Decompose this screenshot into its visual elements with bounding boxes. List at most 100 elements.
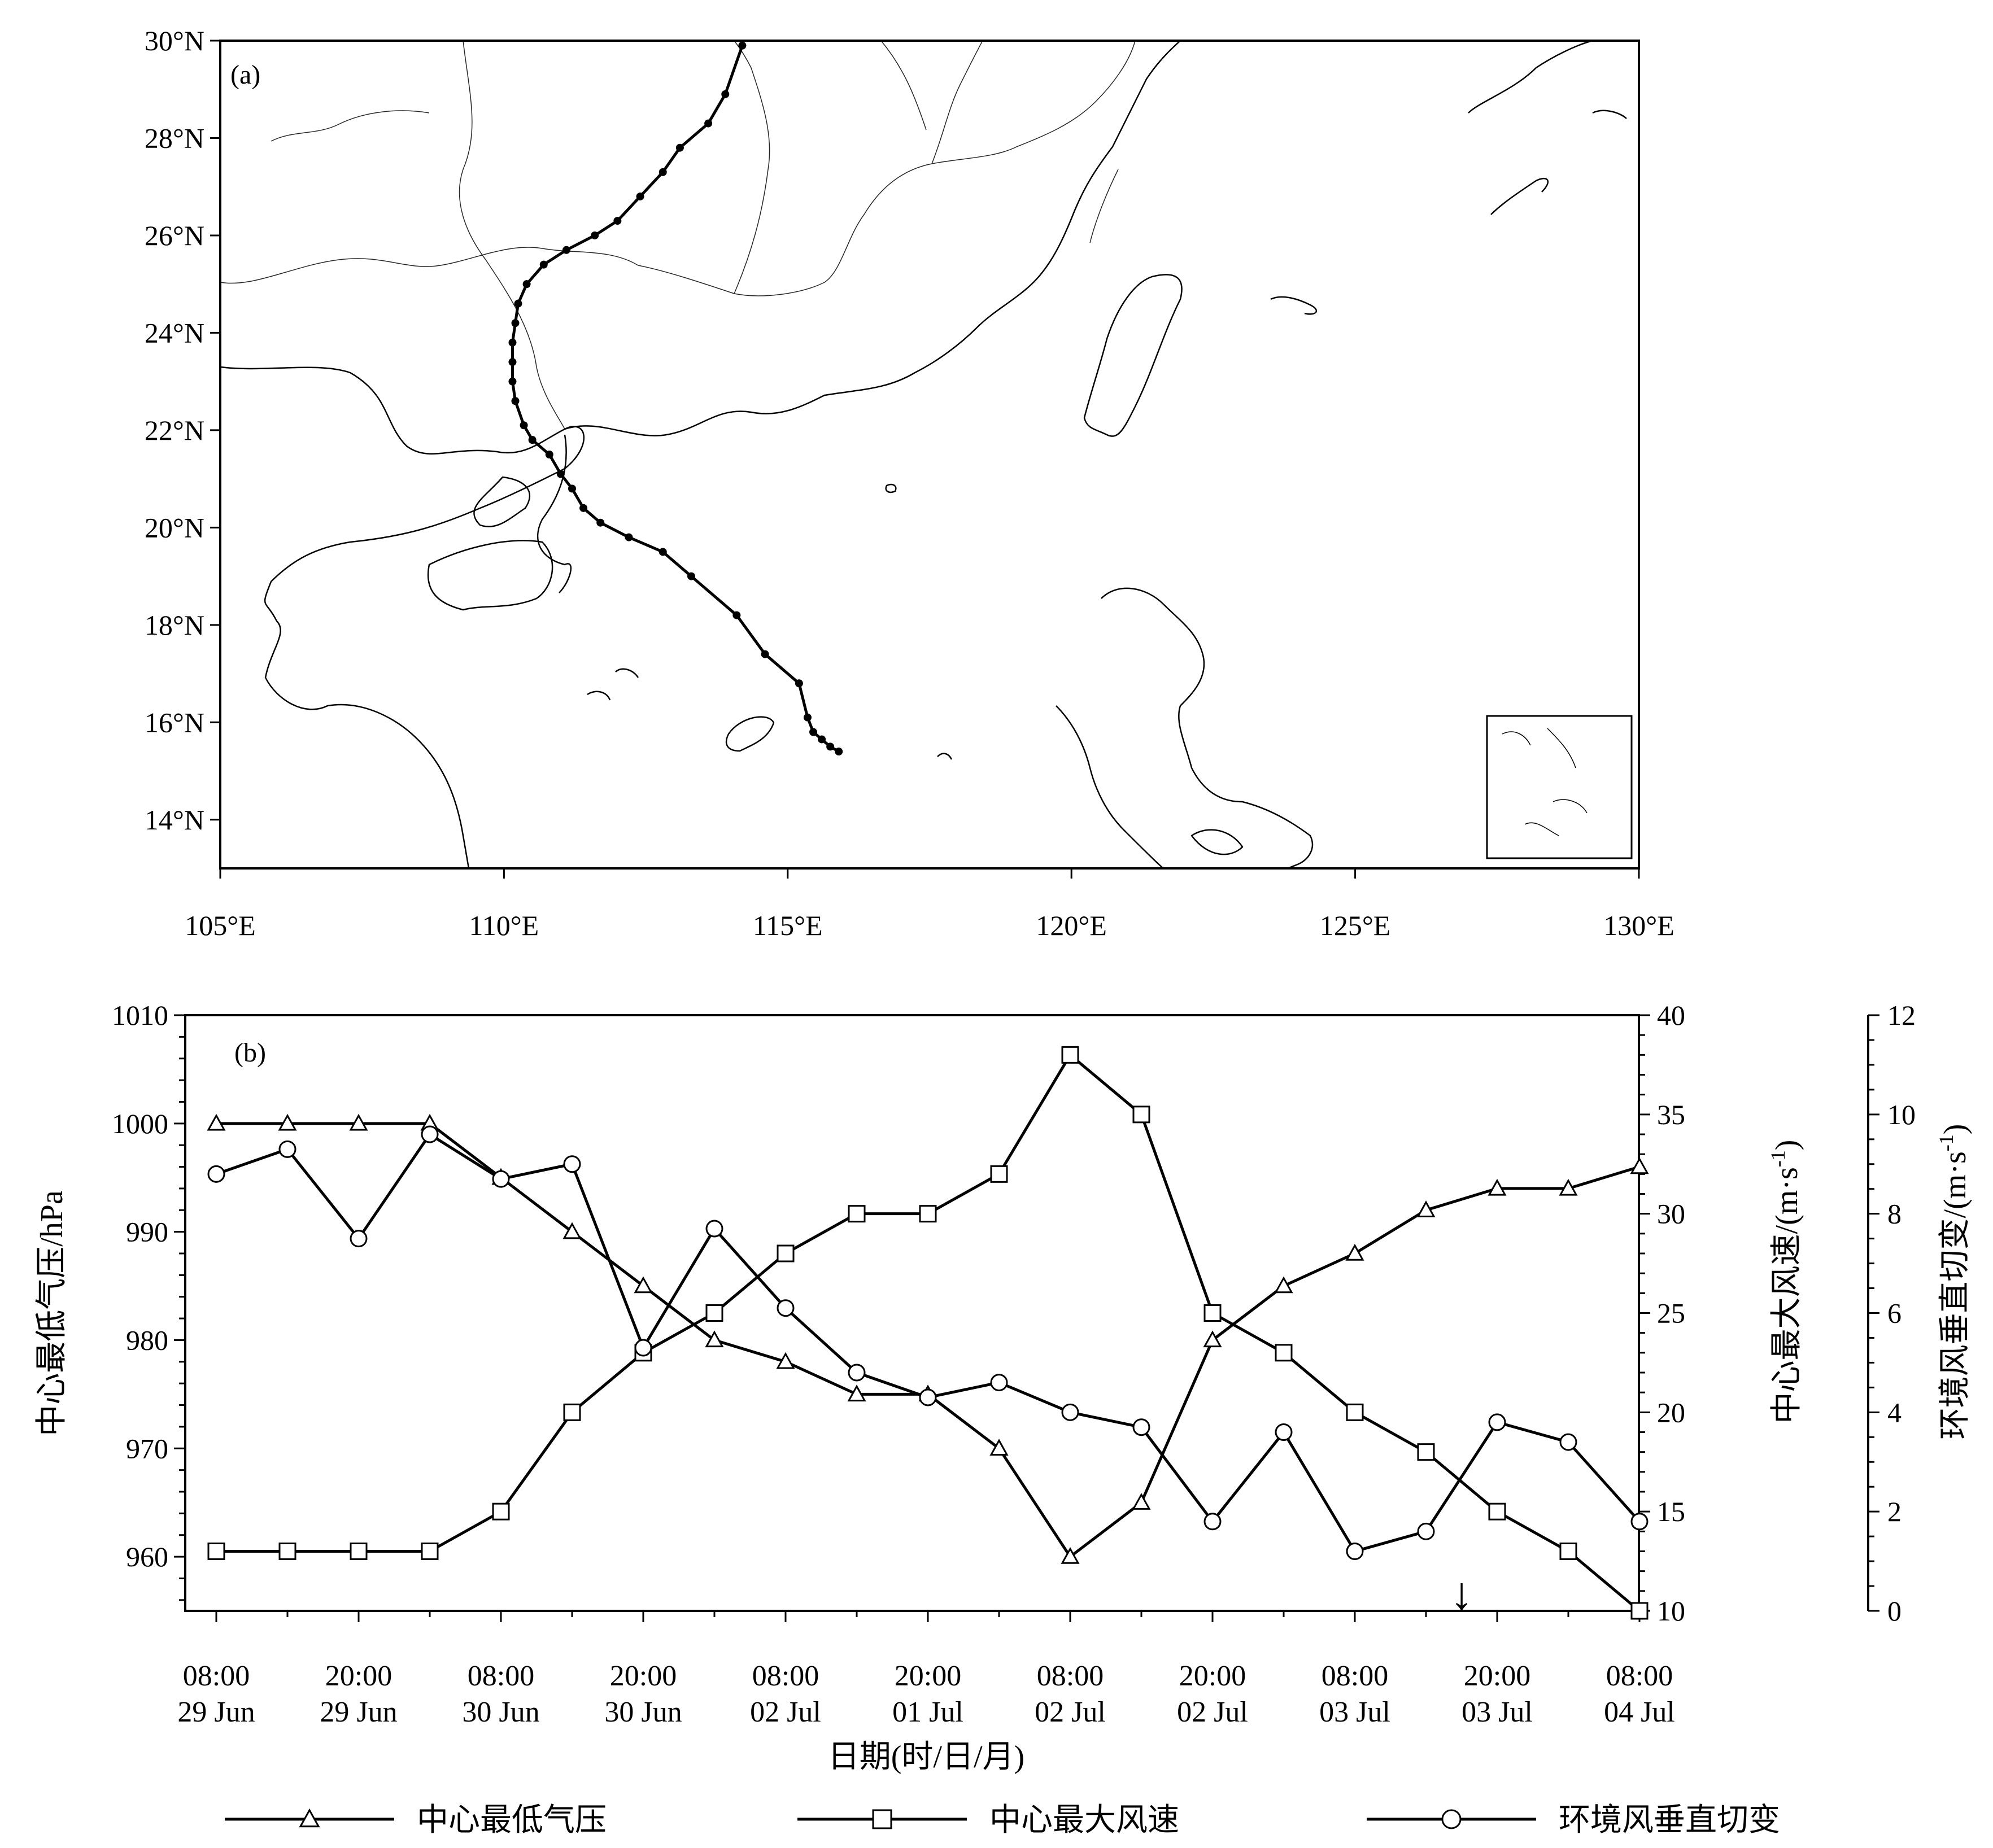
track-point	[738, 41, 747, 50]
lat-tick-label: 18°N	[145, 609, 204, 641]
circle-marker	[705, 1220, 723, 1238]
legend: 中心最低气压 中心最大风速 环境风垂直切变	[225, 1803, 1780, 1838]
circle-marker	[1630, 1513, 1649, 1531]
lat-tick-label: 24°N	[145, 317, 204, 348]
track-point	[511, 319, 520, 327]
square-marker	[278, 1543, 296, 1560]
triangle-marker	[989, 1439, 1009, 1456]
track-point	[658, 548, 667, 556]
triangle-marker	[562, 1222, 582, 1239]
legend-label: 环境风垂直切变	[1559, 1803, 1780, 1838]
timeseries-axes: 9609709809901000101010152025303540024681…	[112, 999, 1916, 1728]
circle-marker	[1061, 1403, 1079, 1421]
lon-tick-label: 110°E	[469, 910, 539, 941]
triangle-marker	[1416, 1200, 1436, 1217]
track-point	[795, 679, 803, 688]
x-tick-date-label: 04 Jul	[1604, 1696, 1675, 1728]
circle-marker	[1417, 1522, 1435, 1540]
square-marker	[1203, 1304, 1222, 1322]
track-point	[826, 742, 835, 751]
y-right1-label-close: )	[1769, 1140, 1804, 1151]
square-marker	[563, 1403, 581, 1421]
square-marker	[1630, 1602, 1649, 1620]
circle-marker	[1559, 1433, 1577, 1451]
triangle-marker	[1488, 1178, 1507, 1196]
triangle-marker	[1630, 1157, 1649, 1174]
circle-marker	[777, 1299, 795, 1317]
triangle-marker	[1061, 1547, 1080, 1564]
x-tick-date-label: 30 Jun	[604, 1696, 682, 1728]
track-point	[562, 246, 570, 254]
x-tick-date-label: 29 Jun	[177, 1696, 255, 1728]
track-point	[809, 728, 818, 736]
x-tick-time-label: 08:00	[183, 1660, 250, 1692]
x-tick-time-label: 20:00	[1464, 1660, 1530, 1692]
circle-marker	[919, 1388, 937, 1406]
x-tick-date-label: 02 Jul	[750, 1696, 821, 1728]
circle-marker	[278, 1140, 296, 1158]
track-point	[579, 504, 588, 512]
square-marker	[350, 1543, 368, 1560]
square-marker	[1346, 1403, 1364, 1421]
map-panel: (a)	[145, 25, 1674, 941]
circle-marker	[1203, 1513, 1222, 1531]
timeseries-panel-label: (b)	[234, 1038, 266, 1068]
square-marker	[1275, 1344, 1293, 1362]
y-right1-tick-label: 35	[1657, 1099, 1685, 1130]
triangle-marker	[847, 1384, 866, 1402]
track-point	[508, 358, 517, 366]
track-point	[520, 421, 528, 430]
lat-tick-label: 14°N	[145, 804, 204, 836]
track-point	[658, 168, 667, 176]
series-triangle	[207, 1113, 1649, 1564]
track-point	[568, 484, 576, 493]
track-point	[721, 90, 730, 98]
track-point	[636, 192, 644, 200]
track-point	[818, 735, 826, 744]
track-point	[522, 280, 531, 289]
series-layer	[207, 1046, 1649, 1620]
circle-marker	[1488, 1413, 1506, 1431]
y-right1-tick-label: 20	[1657, 1396, 1685, 1428]
track-point	[596, 518, 605, 527]
series-line	[216, 1122, 1640, 1558]
y-right1-tick-label: 40	[1657, 999, 1685, 1031]
y-right2-tick-label: 10	[1887, 1099, 1916, 1130]
track-point	[675, 143, 684, 152]
track-point	[539, 260, 548, 269]
y-right1-tick-label: 30	[1657, 1198, 1685, 1230]
lon-tick-label: 105°E	[185, 910, 256, 941]
y-right2-tick-label: 12	[1887, 999, 1916, 1031]
circle-marker	[634, 1339, 652, 1357]
triangle-marker	[1274, 1276, 1293, 1294]
x-tick-time-label: 08:00	[1322, 1660, 1388, 1692]
triangle-marker	[1345, 1243, 1364, 1261]
track-point	[508, 377, 517, 386]
track-point	[545, 451, 553, 458]
y-left-tick-label: 970	[126, 1432, 168, 1464]
triangle-marker	[278, 1113, 297, 1131]
y-right2-label-main: 环境风垂直切变/(m·s	[1938, 1151, 1973, 1439]
plot-frame	[184, 1014, 1640, 1612]
series-line	[216, 1133, 1641, 1553]
x-tick-date-label: 30 Jun	[462, 1696, 539, 1728]
legend-square-marker	[872, 1809, 892, 1829]
track-point	[732, 611, 741, 619]
inset-map-detail	[1502, 728, 1588, 836]
lon-tick-label: 120°E	[1036, 910, 1107, 941]
square-marker	[1559, 1543, 1577, 1560]
y-right2-label-close: )	[1938, 1124, 1973, 1135]
square-marker	[705, 1304, 723, 1322]
legend-label: 中心最低气压	[417, 1803, 607, 1838]
x-tick-time-label: 20:00	[325, 1660, 392, 1692]
square-marker	[1488, 1502, 1506, 1521]
circle-marker	[207, 1165, 225, 1183]
lat-tick-label: 28°N	[145, 122, 204, 154]
y-left-tick-label: 960	[126, 1541, 168, 1572]
triangle-marker	[1203, 1330, 1222, 1348]
track-point	[556, 470, 565, 478]
circle-marker	[1346, 1543, 1364, 1560]
circle-marker	[1275, 1423, 1293, 1441]
track-point	[835, 748, 843, 756]
square-marker	[919, 1205, 937, 1223]
